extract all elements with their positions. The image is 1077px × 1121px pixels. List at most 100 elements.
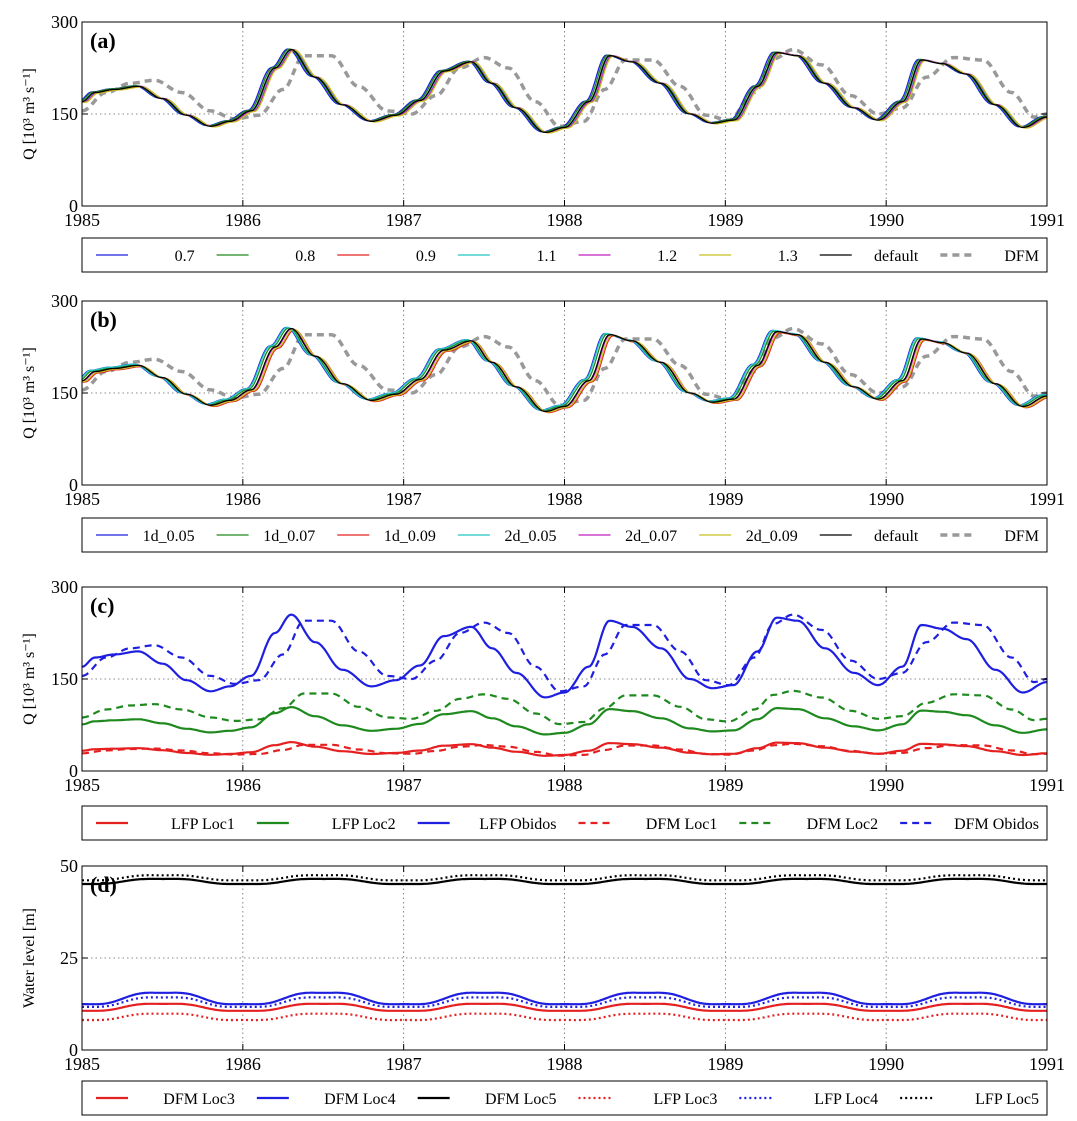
- x-tick-label: 1990: [868, 1054, 904, 1074]
- legend: LFP Loc1 LFP Loc2 LFP Obidos DFM Loc1 DFM Lo…: [81, 805, 1048, 841]
- panel-b: 1985 1986 1987 1988 1989 1990 1991 0 150 300 Q [10…: [21, 291, 1065, 553]
- y-tick-label: 150: [51, 383, 78, 403]
- x-tick-label: 1990: [868, 489, 904, 509]
- x-tick-label: 1988: [547, 1054, 583, 1074]
- legend: 0.7 0.8 0.9 1.1 1.2 1.3 default DFM: [81, 237, 1048, 273]
- series-line-dfm-loc2: [82, 689, 1047, 726]
- panel-label: (a): [90, 28, 116, 53]
- y-tick-label: 50: [60, 856, 78, 876]
- y-axis-label: Q [10³ m³ s⁻¹]: [21, 633, 38, 725]
- legend-label: 1d_0.09: [384, 528, 436, 545]
- y-axis-label: Water level [m]: [21, 908, 38, 1008]
- series-line-dfm-obidos: [82, 613, 1047, 693]
- x-tick-label: 1991: [1029, 775, 1065, 795]
- y-tick-label: 25: [60, 948, 78, 968]
- legend-label: DFM Loc2: [807, 816, 879, 833]
- y-tick-label: 300: [51, 577, 78, 597]
- x-tick-label: 1991: [1029, 1054, 1065, 1074]
- y-tick-label: 0: [69, 761, 78, 781]
- series-line-lfp-loc4: [82, 996, 1047, 1008]
- x-tick-label: 1989: [707, 1054, 743, 1074]
- series-line-dfm: [82, 47, 1047, 129]
- legend-label: default: [874, 528, 919, 545]
- legend-label: DFM Loc4: [324, 1091, 396, 1108]
- x-tick-label: 1985: [64, 1054, 100, 1074]
- x-tick-label: 1987: [386, 210, 422, 230]
- legend-frame: [81, 805, 1048, 841]
- legend-label: 0.9: [416, 248, 436, 265]
- x-tick-label: 1991: [1029, 489, 1065, 509]
- series-line-1d_0.07: [82, 327, 1047, 412]
- legend-label: 0.7: [175, 248, 195, 265]
- legend-label: DFM Loc5: [485, 1091, 557, 1108]
- series-line-1.3: [82, 49, 1047, 134]
- x-tick-label: 1986: [225, 210, 261, 230]
- x-tick-label: 1985: [64, 210, 100, 230]
- y-tick-label: 150: [51, 104, 78, 124]
- legend-label: DFM Loc3: [163, 1091, 235, 1108]
- panel-d: 1985 1986 1987 1988 1989 1990 1991 0 25 50 Water l…: [21, 856, 1065, 1116]
- y-tick-label: 0: [69, 196, 78, 216]
- x-tick-label: 1989: [707, 489, 743, 509]
- legend-label: default: [874, 248, 919, 265]
- x-tick-label: 1991: [1029, 210, 1065, 230]
- y-tick-label: 300: [51, 291, 78, 311]
- legend-frame: [81, 1080, 1048, 1116]
- series-line-dfm-loc5: [82, 877, 1047, 886]
- x-tick-label: 1985: [64, 489, 100, 509]
- legend-label: DFM Obidos: [954, 816, 1039, 833]
- legend-label: LFP Loc5: [975, 1091, 1039, 1108]
- legend-label: DFM Loc1: [646, 816, 718, 833]
- y-axis-label: Q [10³ m³ s⁻¹]: [21, 347, 38, 439]
- x-tick-label: 1990: [868, 775, 904, 795]
- series-group: [82, 326, 1047, 414]
- legend: DFM Loc3 DFM Loc4 DFM Loc5 LFP Loc3 LFP Loc4…: [81, 1080, 1048, 1116]
- x-tick-label: 1988: [547, 775, 583, 795]
- x-tick-label: 1989: [707, 210, 743, 230]
- series-line-2d_0.09: [82, 328, 1047, 413]
- panel-a: 1985 1986 1987 1988 1989 1990 1991 0 150 300 Q [10…: [21, 12, 1065, 273]
- panel-c: 1985 1986 1987 1988 1989 1990 1991 0 150 300 Q [10…: [21, 577, 1065, 841]
- series-line-lfp-obidos: [82, 613, 1047, 699]
- x-tick-label: 1988: [547, 489, 583, 509]
- x-tick-label: 1989: [707, 775, 743, 795]
- legend-label: LFP Loc1: [171, 816, 235, 833]
- legend-label: LFP Obidos: [479, 816, 556, 833]
- legend-label: 1d_0.05: [143, 528, 195, 545]
- legend-label: 2d_0.09: [746, 528, 798, 545]
- series-line-lfp-loc5: [82, 874, 1047, 882]
- series-line-1d_0.09: [82, 329, 1047, 414]
- y-axis-label: Q [10³ m³ s⁻¹]: [21, 68, 38, 160]
- x-tick-label: 1986: [225, 489, 261, 509]
- legend-label: 1d_0.07: [263, 528, 315, 545]
- series-group: [82, 613, 1047, 757]
- series-group: [82, 874, 1047, 1022]
- x-tick-label: 1986: [225, 775, 261, 795]
- series-line-0.8: [82, 48, 1047, 133]
- panel-label: (c): [90, 593, 114, 618]
- series-line-0.9: [82, 49, 1047, 134]
- x-tick-label: 1987: [386, 775, 422, 795]
- series-line-dfm-loc4: [82, 991, 1047, 1006]
- legend-label: 0.8: [295, 248, 315, 265]
- legend-label: LFP Loc4: [814, 1091, 878, 1108]
- series-line-dfm-loc3: [82, 1002, 1047, 1012]
- y-tick-label: 150: [51, 669, 78, 689]
- legend-label: 1.2: [657, 248, 677, 265]
- series-line-2d_0.05: [82, 326, 1047, 411]
- legend-label: 2d_0.07: [625, 528, 677, 545]
- series-line-default: [82, 327, 1047, 413]
- series-line-lfp-loc2: [82, 705, 1047, 736]
- series-line-1.2: [82, 49, 1047, 134]
- series-group: [82, 47, 1047, 134]
- legend: 1d_0.05 1d_0.07 1d_0.09 2d_0.05 2d_0.07 2d_0.…: [81, 517, 1048, 553]
- panel-label: (b): [90, 307, 117, 332]
- series-line-dfm-loc1: [82, 742, 1047, 757]
- legend-label: LFP Loc2: [332, 816, 396, 833]
- x-tick-label: 1985: [64, 775, 100, 795]
- legend-label: DFM: [1004, 528, 1039, 545]
- x-tick-label: 1987: [386, 489, 422, 509]
- series-line-lfp-loc3: [82, 1012, 1047, 1022]
- legend-label: 1.3: [778, 248, 798, 265]
